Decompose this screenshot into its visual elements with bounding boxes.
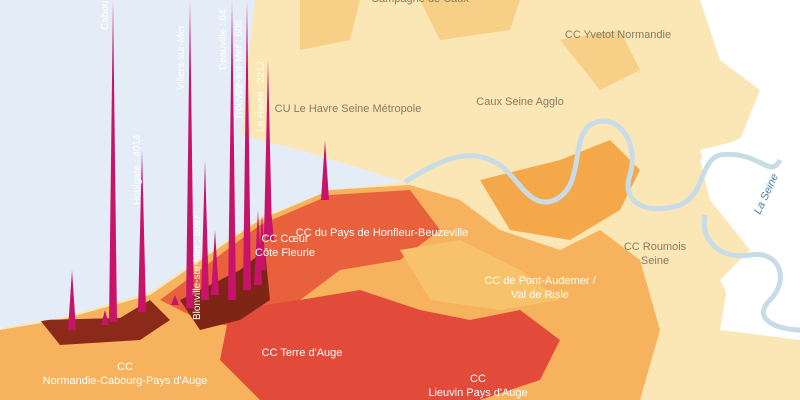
spike [68, 270, 76, 330]
area-label: Campagne de Caux [371, 0, 469, 5]
spike [211, 230, 219, 295]
spike [243, 0, 251, 290]
spike [138, 150, 146, 312]
area-label: CC Roumois Seine [624, 241, 687, 267]
area-label: CC Cœur Côte Fleurie [255, 233, 315, 259]
area-label: Caux Seine Agglo [476, 96, 563, 108]
area-label: CC Lieuvin Pays d'Auge [428, 373, 527, 399]
spike-label: Trouville-sur-Mer : 605 [234, 19, 245, 120]
area-label: CC de Pont-Audemer / Val de Risle [484, 275, 596, 301]
area-label: CU Le Havre Seine Métropole [275, 103, 422, 115]
outside-region [700, 0, 800, 330]
spike-label: Villers-sur-Mer [176, 25, 187, 90]
spike-label: Cabou [100, 1, 111, 30]
area-label: CC Yvetot Normandie [565, 29, 671, 41]
sea [0, 0, 405, 328]
river [403, 118, 800, 333]
spike [228, 0, 236, 300]
spike [109, 0, 117, 322]
spike-label: Deauville : 64 [218, 9, 229, 70]
spike [186, 0, 194, 308]
area-label: CC Normandie-Cabourg-Pays d'Auge [43, 361, 208, 387]
zone-light [400, 240, 560, 310]
spike-label: Houlgate : 4014 [132, 134, 143, 205]
spike [321, 140, 329, 200]
area-label: CC du Pays de Honfleur-Beuzeville [296, 227, 468, 239]
spike [201, 160, 209, 300]
area-label: CC Terre d'Auge [262, 347, 343, 359]
spike [264, 60, 272, 235]
spike [171, 295, 179, 305]
spike-label: Blonville-sur-Mer : 2087 [192, 214, 203, 320]
zone-light [300, 0, 640, 90]
spike [101, 310, 109, 325]
zone-red [220, 290, 560, 400]
spike [258, 215, 266, 270]
zone-orange [480, 140, 640, 240]
spike-label: Le Havre : 2212 [256, 60, 267, 132]
